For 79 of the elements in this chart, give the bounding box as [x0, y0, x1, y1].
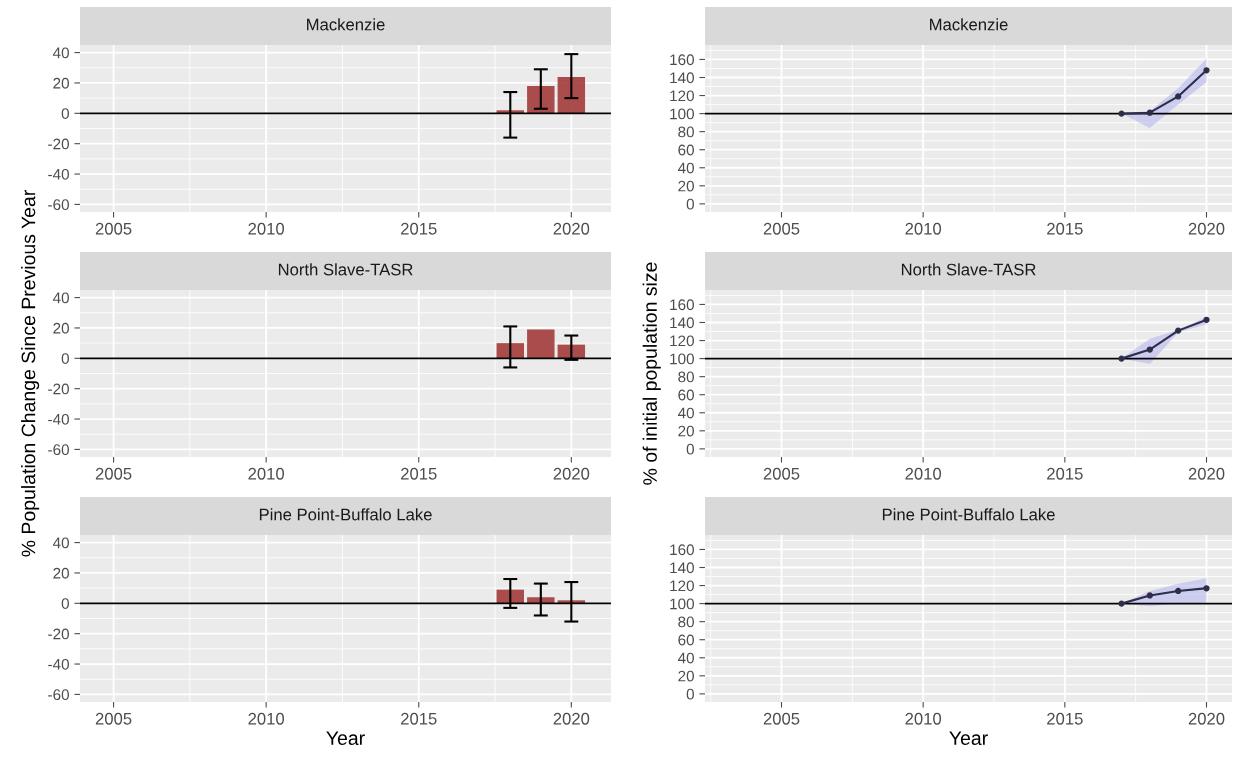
- y-tick-label: -20: [48, 383, 69, 395]
- y-tick-label: 0: [61, 353, 69, 364]
- y-axis-title: % of initial population size: [642, 262, 661, 485]
- y-tick-label: 120: [670, 335, 694, 347]
- x-tick-label: 2015: [401, 222, 437, 235]
- y-tick-label: 20: [53, 322, 69, 334]
- y-tick-label: 80: [678, 371, 694, 383]
- y-tick-label: 0: [61, 598, 69, 609]
- y-tick-label: 0: [686, 688, 694, 700]
- y-tick-label: 100: [670, 108, 694, 120]
- y-tick-label: -60: [48, 199, 69, 211]
- y-tick-label: 40: [677, 162, 694, 174]
- y-tick-label: 20: [53, 77, 69, 89]
- x-tick-label: 2020: [553, 712, 590, 725]
- y-tick-label: -40: [48, 168, 69, 180]
- x-tick-label: 2020: [1188, 712, 1225, 725]
- y-tick-label: 20: [678, 670, 694, 682]
- y-tick-label: 140: [670, 317, 694, 329]
- x-tick-label: 2005: [95, 222, 132, 235]
- y-tick-label: 60: [678, 634, 694, 646]
- y-tick-label: 140: [670, 72, 694, 84]
- x-tick-label: 2005: [95, 467, 132, 480]
- chart-title: Mackenzie: [930, 18, 1008, 31]
- y-tick-label: 160: [670, 54, 694, 66]
- y-tick-label: 140: [670, 562, 694, 574]
- y-tick-label: -60: [48, 444, 69, 456]
- y-tick-label: 80: [678, 126, 694, 138]
- x-tick-label: 2005: [763, 222, 800, 235]
- x-tick-label: 2005: [763, 467, 800, 480]
- y-tick-label: 20: [678, 180, 694, 192]
- y-tick-label: 0: [61, 108, 69, 119]
- x-tick-label: 2015: [1047, 222, 1083, 235]
- y-tick-label: 60: [678, 389, 694, 401]
- y-tick-label: 0: [686, 198, 694, 210]
- y-tick-label: 120: [670, 580, 694, 592]
- y-tick-label: 40: [52, 47, 69, 59]
- x-tick-label: 2015: [1047, 467, 1083, 480]
- x-axis-title: Year: [326, 731, 365, 746]
- x-tick-label: 2015: [1047, 712, 1083, 725]
- y-tick-label: 60: [678, 144, 694, 156]
- y-tick-label: -40: [48, 658, 69, 670]
- y-tick-label: -40: [48, 413, 69, 425]
- chart-title: Pine Point-Buffalo Lake: [882, 508, 1055, 521]
- y-tick-label: 100: [670, 353, 694, 365]
- x-tick-label: 2010: [248, 467, 285, 480]
- y-tick-label: 40: [677, 652, 694, 664]
- y-axis-title: % Population Change Since Previous Year: [21, 190, 40, 557]
- x-tick-label: 2015: [401, 467, 437, 480]
- chart-title: North Slave-TASR: [278, 263, 413, 276]
- chart-title: Mackenzie: [307, 18, 385, 31]
- x-tick-label: 2010: [905, 712, 942, 725]
- chart-title: North Slave-TASR: [901, 263, 1036, 276]
- x-axis-title: Year: [949, 731, 988, 746]
- x-tick-label: 2020: [1188, 467, 1225, 480]
- x-tick-label: 2020: [553, 467, 590, 480]
- y-tick-label: 160: [670, 299, 694, 311]
- y-tick-label: 0: [686, 443, 694, 455]
- x-tick-label: 2020: [1188, 222, 1225, 235]
- y-tick-label: -60: [48, 689, 69, 701]
- x-tick-label: 2010: [905, 467, 942, 480]
- chart-title: Pine Point-Buffalo Lake: [259, 508, 432, 521]
- y-tick-label: 20: [678, 425, 694, 437]
- x-tick-label: 2010: [248, 222, 285, 235]
- y-tick-label: 40: [52, 537, 69, 549]
- y-tick-label: -20: [48, 628, 69, 640]
- y-tick-label: 100: [670, 598, 694, 610]
- y-tick-label: 40: [677, 407, 694, 419]
- x-tick-label: 2015: [401, 712, 437, 725]
- y-tick-label: -20: [48, 138, 69, 150]
- x-tick-label: 2020: [553, 222, 590, 235]
- x-tick-label: 2010: [905, 222, 942, 235]
- y-tick-label: 80: [678, 616, 694, 628]
- y-tick-label: 40: [52, 292, 69, 304]
- y-tick-label: 160: [670, 544, 694, 556]
- y-tick-label: 20: [53, 567, 69, 579]
- x-tick-label: 2005: [95, 712, 132, 725]
- y-tick-label: 120: [670, 90, 694, 102]
- x-tick-label: 2005: [763, 712, 800, 725]
- x-tick-label: 2010: [248, 712, 285, 725]
